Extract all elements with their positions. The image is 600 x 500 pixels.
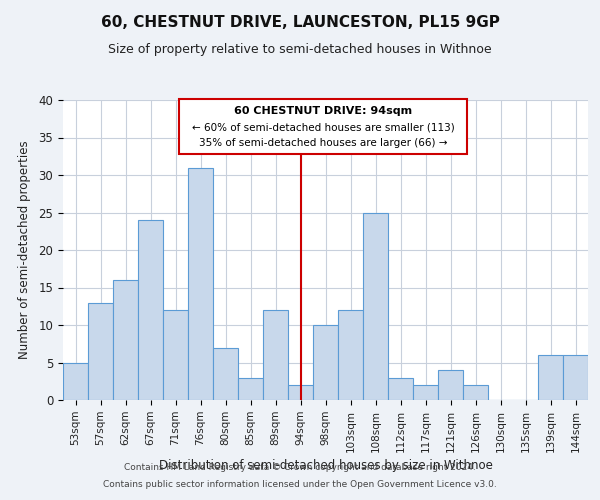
Bar [338, 310, 363, 400]
Bar [438, 370, 463, 400]
Text: 35% of semi-detached houses are larger (66) →: 35% of semi-detached houses are larger (… [199, 138, 447, 148]
Text: Size of property relative to semi-detached houses in Withnoe: Size of property relative to semi-detach… [108, 42, 492, 56]
Bar [563, 355, 588, 400]
Bar [288, 385, 313, 400]
Text: ← 60% of semi-detached houses are smaller (113): ← 60% of semi-detached houses are smalle… [191, 122, 454, 132]
Bar [88, 302, 113, 400]
Text: Contains HM Land Registry data © Crown copyright and database right 2024.: Contains HM Land Registry data © Crown c… [124, 464, 476, 472]
Bar [363, 212, 388, 400]
Bar [213, 348, 238, 400]
Text: 60, CHESTNUT DRIVE, LAUNCESTON, PL15 9GP: 60, CHESTNUT DRIVE, LAUNCESTON, PL15 9GP [101, 15, 499, 30]
Bar [113, 280, 138, 400]
Y-axis label: Number of semi-detached properties: Number of semi-detached properties [19, 140, 31, 360]
Text: 60 CHESTNUT DRIVE: 94sqm: 60 CHESTNUT DRIVE: 94sqm [234, 106, 412, 116]
Bar [538, 355, 563, 400]
Bar [263, 310, 288, 400]
Bar [313, 325, 338, 400]
Bar [413, 385, 438, 400]
FancyBboxPatch shape [179, 98, 467, 154]
Bar [463, 385, 488, 400]
X-axis label: Distribution of semi-detached houses by size in Withnoe: Distribution of semi-detached houses by … [158, 459, 493, 472]
Text: Contains public sector information licensed under the Open Government Licence v3: Contains public sector information licen… [103, 480, 497, 489]
Bar [63, 362, 88, 400]
Bar [163, 310, 188, 400]
Bar [238, 378, 263, 400]
Bar [188, 168, 213, 400]
Bar [138, 220, 163, 400]
Bar [388, 378, 413, 400]
